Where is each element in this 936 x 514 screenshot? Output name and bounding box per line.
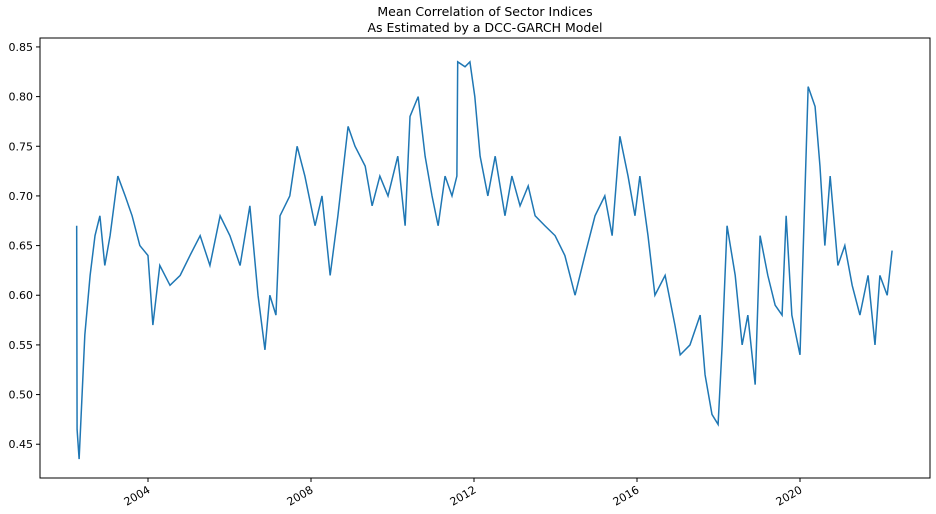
chart-subtitle: As Estimated by a DCC-GARCH Model [367,20,602,35]
y-tick-label: 0.55 [9,339,34,352]
y-tick-label: 0.65 [9,240,34,253]
line-series [75,60,893,460]
plot-frame [39,37,931,479]
y-tick-label: 0.80 [9,91,34,104]
y-tick-label: 0.85 [9,41,34,54]
y-tick-label: 0.60 [9,289,34,302]
chart-title: Mean Correlation of Sector Indices [377,4,592,19]
y-tick-label: 0.75 [9,140,34,153]
y-tick-label: 0.45 [9,438,34,451]
y-tick-label: 0.50 [9,389,34,402]
y-tick-label: 0.70 [9,190,34,203]
